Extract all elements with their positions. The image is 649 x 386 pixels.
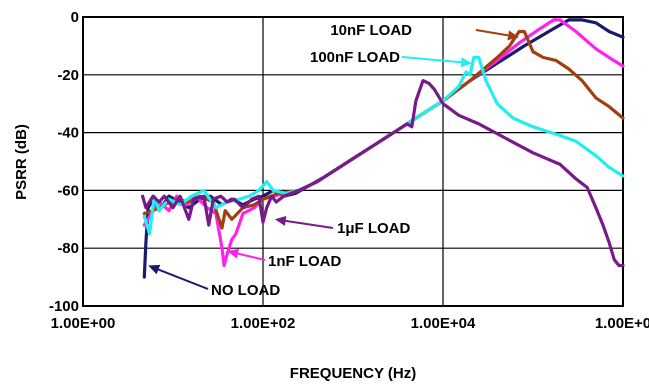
- annotation-arrow-line: [158, 268, 209, 290]
- annotation-arrowhead: [148, 264, 161, 275]
- x-tick-label: 1.00E+0: [595, 315, 649, 332]
- y-tick-label: -80: [57, 240, 79, 257]
- annotation-label: 10nF LOAD: [330, 22, 412, 39]
- annotation-arrowhead: [274, 215, 287, 226]
- annotation-label: 1μF LOAD: [337, 220, 411, 237]
- annotations: 10nF LOAD 100nF LOAD 1μF LOAD 1nF LOAD NO LO…: [148, 22, 520, 299]
- y-tick-label: 0: [71, 9, 79, 26]
- series-line-1-f-load: [141, 78, 625, 268]
- annotation-arrowhead: [460, 57, 472, 68]
- y-tick-label: -40: [57, 125, 79, 142]
- plot-frame: [82, 16, 624, 307]
- y-tick-labels: 0 -20 -40 -60 -80 -100: [49, 9, 79, 315]
- annotation-arrowhead: [227, 248, 240, 259]
- annotation-arrow-line: [401, 56, 462, 64]
- y-tick-label: -60: [57, 182, 79, 199]
- x-tick-label: 1.00E+04: [411, 315, 476, 332]
- y-axis-label: PSRR (dB): [13, 124, 30, 200]
- x-tick-label: 1.00E+02: [231, 315, 296, 332]
- annotation-arrow-line: [237, 252, 266, 261]
- series-lines: [141, 18, 625, 279]
- series-line-100nf-load: [142, 55, 625, 236]
- y-tick-label: -20: [57, 67, 79, 84]
- annotation-arrow-line: [475, 29, 509, 37]
- x-tick-label: 1.00E+00: [51, 315, 116, 332]
- annotation-label: 100nF LOAD: [310, 49, 400, 66]
- annotation-arrow-line: [285, 219, 334, 229]
- annotation-arrowhead: [507, 30, 520, 41]
- annotation-label: NO LOAD: [211, 282, 280, 299]
- y-tick-label: -100: [49, 298, 79, 315]
- annotation-label: 1nF LOAD: [268, 253, 341, 270]
- x-axis-label: FREQUENCY (Hz): [290, 365, 416, 382]
- x-tick-labels: 1.00E+00 1.00E+02 1.00E+04 1.00E+0: [51, 315, 649, 332]
